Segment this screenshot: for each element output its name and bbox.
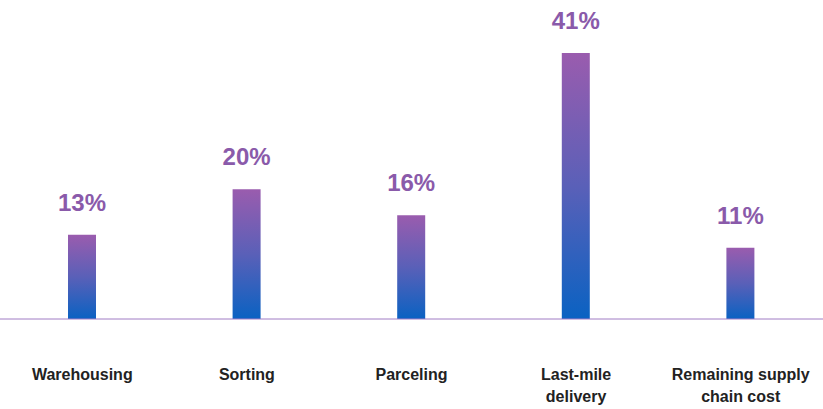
svg-text:13%: 13% — [58, 189, 106, 216]
svg-text:41%: 41% — [552, 7, 600, 34]
svg-text:Remaining supplychain cost: Remaining supplychain cost — [672, 366, 810, 405]
svg-text:20%: 20% — [223, 143, 271, 170]
svg-text:Parceling: Parceling — [375, 366, 447, 383]
svg-text:Warehousing: Warehousing — [32, 366, 133, 383]
svg-text:Sorting: Sorting — [219, 366, 275, 383]
svg-text:Last-miledelivery: Last-miledelivery — [541, 366, 611, 405]
svg-text:16%: 16% — [387, 169, 435, 196]
svg-text:11%: 11% — [717, 202, 764, 229]
